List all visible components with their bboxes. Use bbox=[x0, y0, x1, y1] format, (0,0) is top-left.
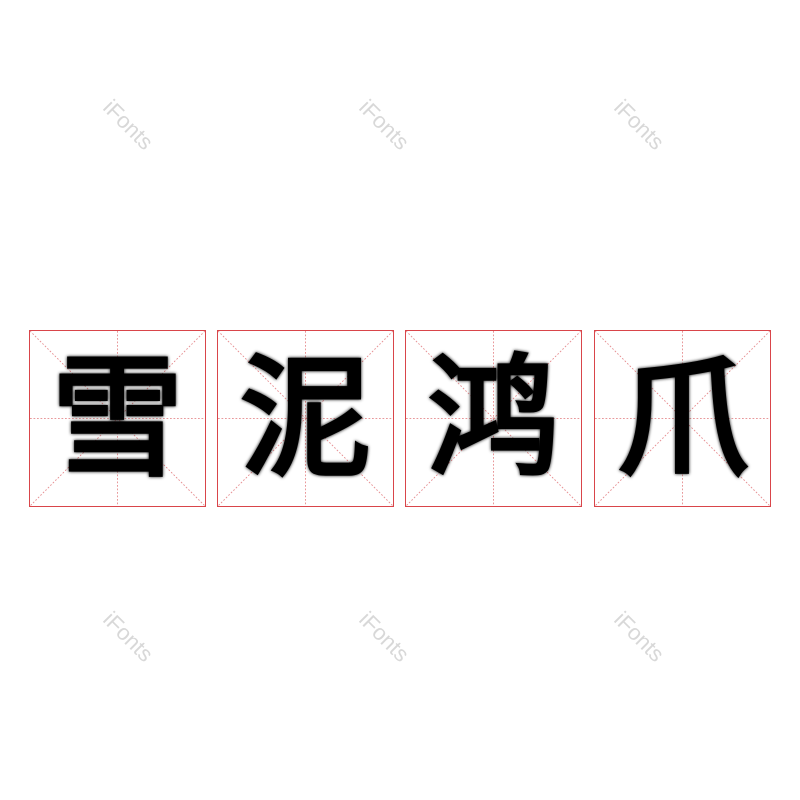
grid-guides bbox=[595, 331, 770, 506]
watermark: iFonts bbox=[609, 606, 670, 667]
watermark: iFonts bbox=[354, 94, 415, 155]
character-grid-box-1: 雪 bbox=[29, 330, 206, 507]
watermark: iFonts bbox=[98, 94, 159, 155]
character: 雪 bbox=[51, 341, 184, 496]
character-grid-box-4: 爪 bbox=[594, 330, 771, 507]
watermark: iFonts bbox=[609, 94, 670, 155]
character-grid-box-3: 鸿 bbox=[405, 330, 582, 507]
character: 泥 bbox=[239, 341, 372, 496]
watermark: iFonts bbox=[98, 606, 159, 667]
grid-guides bbox=[30, 331, 205, 506]
character-grid-box-2: 泥 bbox=[217, 330, 394, 507]
character: 鸿 bbox=[427, 341, 560, 496]
grid-guides bbox=[218, 331, 393, 506]
grid-guides bbox=[406, 331, 581, 506]
character: 爪 bbox=[616, 341, 749, 496]
watermark: iFonts bbox=[354, 606, 415, 667]
